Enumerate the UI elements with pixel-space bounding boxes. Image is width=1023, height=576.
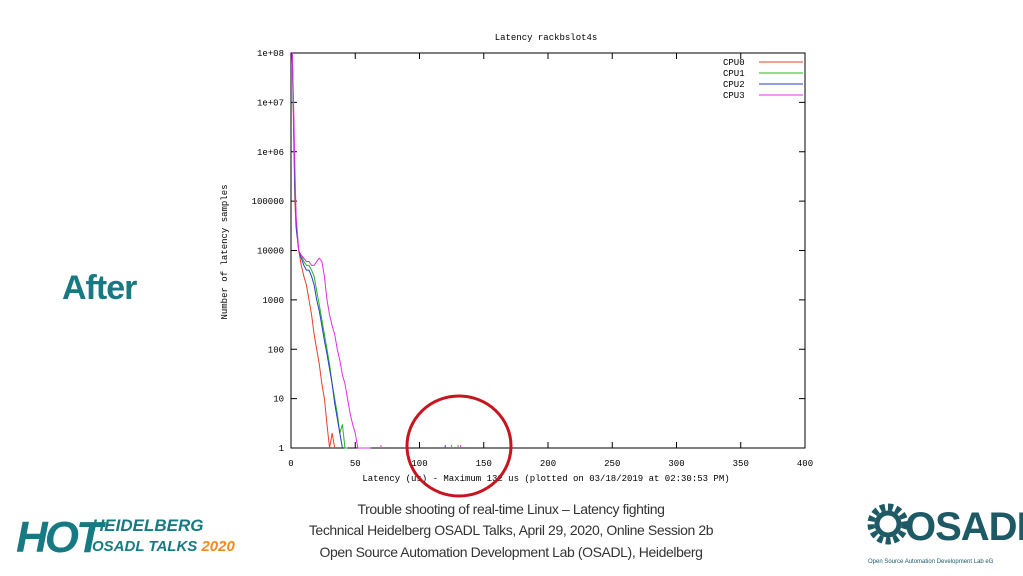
logo-year: 2020 (200, 538, 235, 555)
logo-mark: HOT (16, 513, 106, 562)
logo-subtitle: Open Source Automation Development Lab e… (868, 559, 994, 565)
chart-title: Latency rackbslot4s (495, 33, 598, 43)
caption-line: Open Source Automation Development Lab (… (319, 544, 702, 560)
caption: Trouble shooting of real-time Linux – La… (309, 501, 714, 560)
x-tick-label: 0 (288, 459, 293, 469)
series-line (291, 52, 462, 449)
caption-line: Trouble shooting of real-time Linux – La… (357, 501, 664, 517)
y-tick-label: 1e+06 (257, 148, 284, 158)
x-tick-label: 350 (733, 459, 749, 469)
legend-label: CPU0 (723, 58, 745, 68)
x-tick-label: 400 (797, 459, 813, 469)
logo-line: HEIDELBERG (92, 516, 203, 535)
series-line (291, 52, 446, 449)
x-axis-label: Latency (us) - Maximum 132 us (plotted o… (362, 474, 729, 484)
logo-line: OSADL TALKS (92, 538, 197, 555)
x-tick-label: 50 (350, 459, 361, 469)
y-tick-label: 100 (268, 345, 284, 355)
legend-label: CPU3 (723, 91, 745, 101)
logo-name: OSADL (905, 505, 1023, 549)
logo-left: HOT HEIDELBERG OSADL TALKS 2020 (16, 513, 235, 562)
y-tick-label: 1 (279, 444, 284, 454)
y-axis-label: Number of latency samples (220, 184, 230, 319)
legend-label: CPU2 (723, 80, 745, 90)
y-tick-label: 10 (273, 395, 284, 405)
plot-frame (290, 52, 806, 449)
y-tick-label: 1000 (262, 296, 284, 306)
highlight-circle (405, 394, 513, 498)
x-tick-label: 150 (476, 459, 492, 469)
x-tick-label: 250 (604, 459, 620, 469)
x-tick-label: 100 (411, 459, 427, 469)
legend-label: CPU1 (723, 69, 745, 79)
logo-line: OSADL TALKS 2020 (92, 538, 235, 555)
y-tick-label: 100000 (252, 197, 284, 207)
series-line (291, 52, 459, 449)
x-tick-label: 300 (668, 459, 684, 469)
logo-gear (874, 510, 902, 538)
slide-heading: After (62, 269, 137, 307)
logo-right: OSADL Open Source Automation Development… (867, 503, 1023, 565)
caption-line: Technical Heidelberg OSADL Talks, April … (309, 522, 714, 538)
logo-gear (867, 503, 909, 545)
y-tick-label: 1e+07 (257, 98, 284, 108)
y-tick-label: 1e+08 (257, 49, 284, 59)
x-tick-label: 200 (540, 459, 556, 469)
y-tick-label: 10000 (257, 247, 284, 257)
